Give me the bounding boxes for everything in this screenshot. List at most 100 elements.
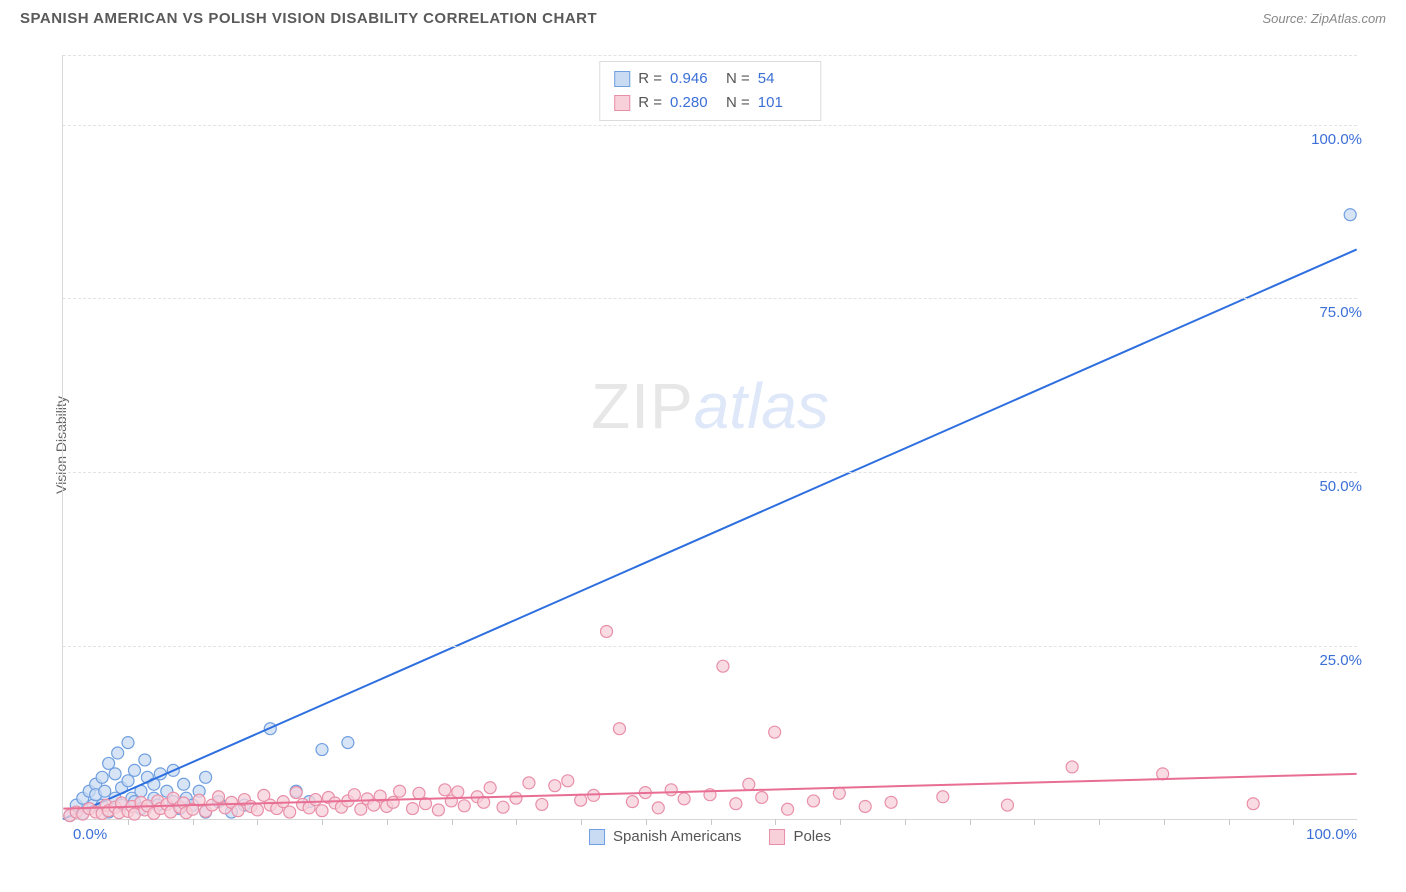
data-point-polish (626, 796, 638, 808)
data-point-polish (782, 803, 794, 815)
x-tick (257, 819, 258, 825)
stat-n-value-2: 101 (758, 91, 806, 115)
data-point-polish (833, 787, 845, 799)
data-point-polish (310, 794, 322, 806)
gridline-h (63, 472, 1357, 473)
data-point-spanish (342, 737, 354, 749)
y-tick-label: 75.0% (1319, 304, 1362, 321)
gridline-h (63, 125, 1357, 126)
x-tick (193, 819, 194, 825)
legend-item-spanish: Spanish Americans (589, 828, 741, 845)
data-point-polish (458, 800, 470, 812)
data-point-polish (284, 806, 296, 818)
data-point-polish (885, 796, 897, 808)
data-point-polish (937, 791, 949, 803)
legend-bottom-swatch-polish (769, 829, 785, 845)
data-point-polish (348, 789, 360, 801)
data-point-polish (213, 791, 225, 803)
x-tick (1293, 819, 1294, 825)
x-tick (1034, 819, 1035, 825)
data-point-polish (575, 794, 587, 806)
x-tick (128, 819, 129, 825)
data-point-spanish (122, 737, 134, 749)
x-tick (1229, 819, 1230, 825)
data-point-polish (387, 796, 399, 808)
chart-source: Source: ZipAtlas.com (1262, 11, 1386, 26)
legend-swatch-polish (614, 95, 630, 111)
data-point-polish (756, 791, 768, 803)
data-point-polish (316, 805, 328, 817)
data-point-polish (251, 804, 263, 816)
data-point-spanish (112, 747, 124, 759)
data-point-polish (613, 723, 625, 735)
data-point-spanish (200, 771, 212, 783)
x-tick (581, 819, 582, 825)
data-point-polish (769, 726, 781, 738)
legend-bottom: Spanish Americans Poles (589, 828, 831, 845)
x-tick (452, 819, 453, 825)
x-tick (646, 819, 647, 825)
x-tick (905, 819, 906, 825)
legend-bottom-label-polish: Poles (793, 828, 831, 845)
gridline-h (63, 55, 1357, 56)
legend-item-polish: Poles (769, 828, 831, 845)
data-point-spanish (103, 757, 115, 769)
legend-swatch-spanish (614, 71, 630, 87)
data-point-spanish (96, 771, 108, 783)
data-point-polish (717, 660, 729, 672)
trend-line-spanish (63, 249, 1356, 819)
data-point-polish (1247, 798, 1259, 810)
x-tick (322, 819, 323, 825)
data-point-polish (601, 625, 613, 637)
stat-n-label: N = (726, 67, 750, 91)
legend-stats-row-1: R = 0.946 N = 54 (614, 67, 806, 91)
x-tick (970, 819, 971, 825)
stat-r-label: R = (638, 91, 662, 115)
stat-r-value-1: 0.946 (670, 67, 718, 91)
x-tick (1164, 819, 1165, 825)
data-point-polish (678, 793, 690, 805)
gridline-h (63, 298, 1357, 299)
data-point-spanish (139, 754, 151, 766)
data-point-polish (439, 784, 451, 796)
stat-n-label: N = (726, 91, 750, 115)
data-point-polish (484, 782, 496, 794)
data-point-polish (652, 802, 664, 814)
trend-line-polish (63, 774, 1356, 809)
data-point-polish (1001, 799, 1013, 811)
x-tick (711, 819, 712, 825)
stat-n-value-1: 54 (758, 67, 806, 91)
x-axis-max-label: 100.0% (1306, 826, 1357, 843)
data-point-polish (665, 784, 677, 796)
x-tick (775, 819, 776, 825)
legend-bottom-label-spanish: Spanish Americans (613, 828, 741, 845)
y-tick-label: 50.0% (1319, 478, 1362, 495)
data-point-spanish (122, 775, 134, 787)
stat-r-value-2: 0.280 (670, 91, 718, 115)
data-point-polish (452, 786, 464, 798)
x-axis-min-label: 0.0% (73, 826, 107, 843)
data-point-spanish (178, 778, 190, 790)
x-tick (840, 819, 841, 825)
x-tick (516, 819, 517, 825)
plot-region: ZIPatlas R = 0.946 N = 54 R = 0.280 N = … (62, 55, 1357, 820)
data-point-spanish (128, 764, 140, 776)
legend-stats-box: R = 0.946 N = 54 R = 0.280 N = 101 (599, 61, 821, 121)
data-point-spanish (1344, 209, 1356, 221)
chart-header: SPANISH AMERICAN VS POLISH VISION DISABI… (0, 0, 1406, 35)
data-point-polish (536, 798, 548, 810)
data-point-polish (1066, 761, 1078, 773)
legend-stats-row-2: R = 0.280 N = 101 (614, 91, 806, 115)
gridline-h (63, 646, 1357, 647)
scatter-svg (63, 55, 1357, 819)
data-point-polish (730, 798, 742, 810)
data-point-spanish (109, 768, 121, 780)
chart-area: Vision Disability ZIPatlas R = 0.946 N =… (50, 55, 1380, 835)
data-point-polish (549, 780, 561, 792)
data-point-polish (807, 795, 819, 807)
data-point-spanish (99, 785, 111, 797)
data-point-polish (394, 785, 406, 797)
data-point-polish (859, 801, 871, 813)
data-point-polish (743, 778, 755, 790)
chart-title: SPANISH AMERICAN VS POLISH VISION DISABI… (20, 10, 597, 27)
